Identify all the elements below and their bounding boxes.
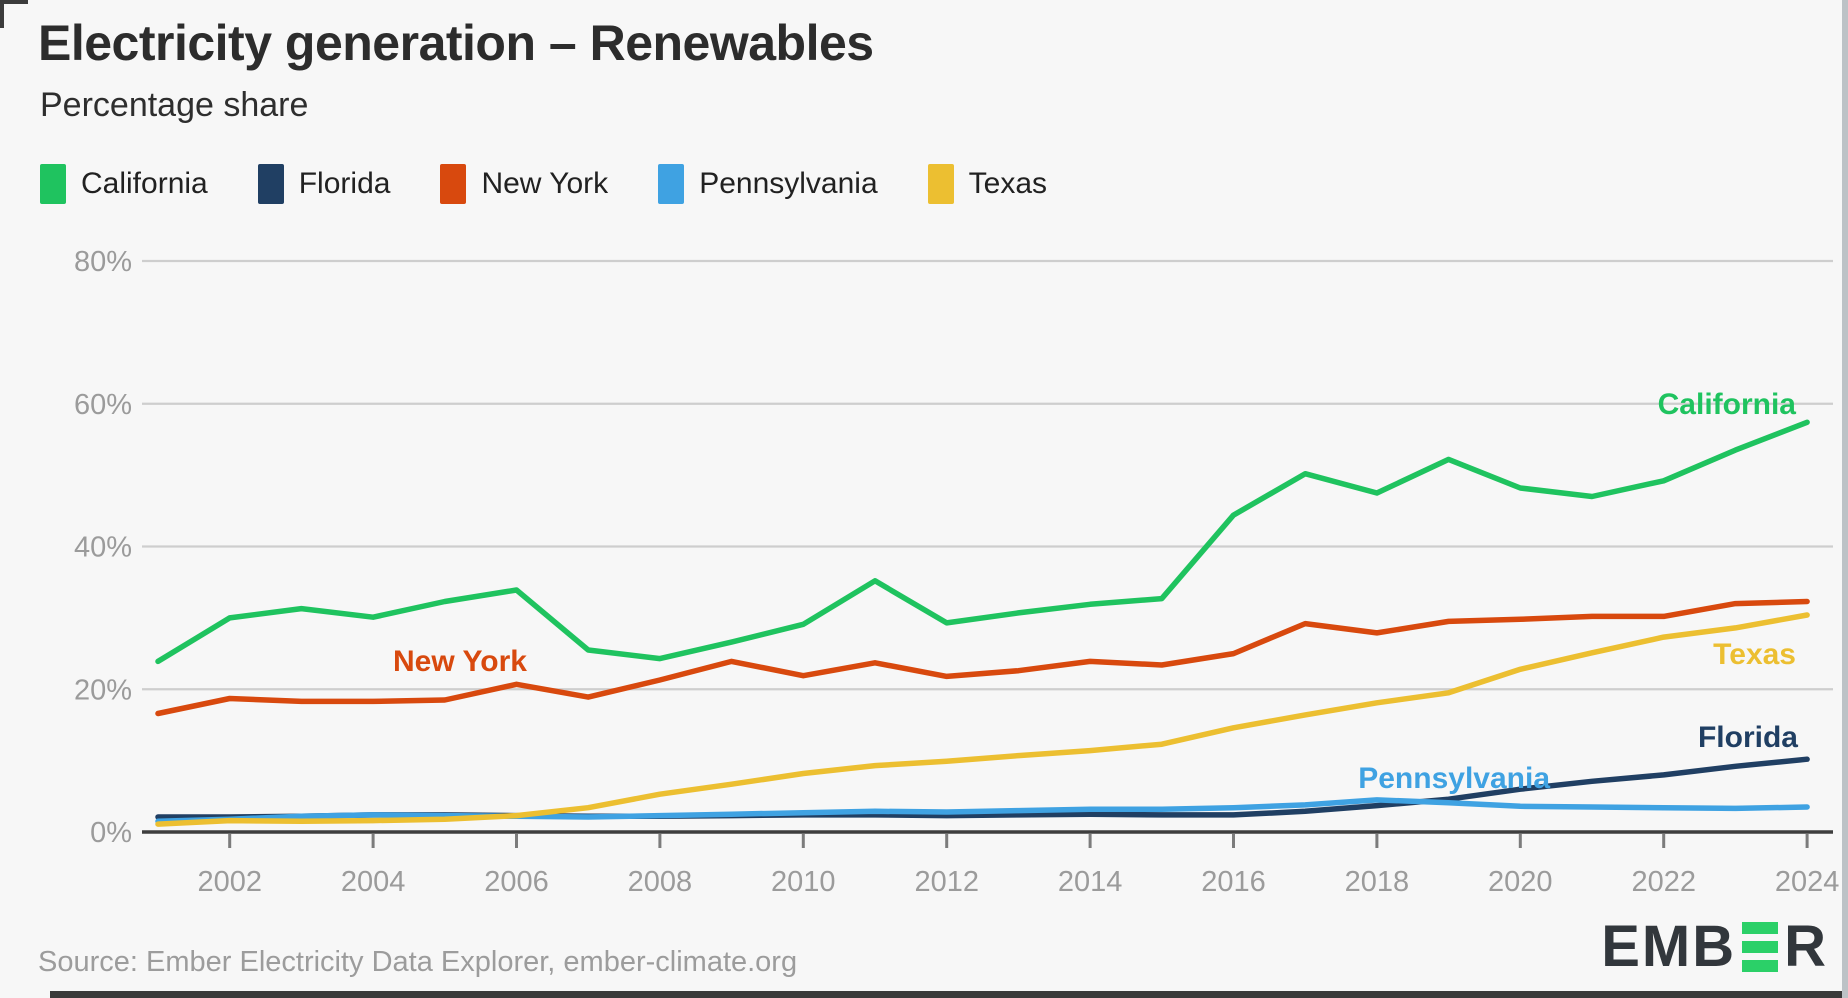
x-tick-label-2016: 2016 <box>1201 866 1266 898</box>
series-label-new-york: New York <box>393 645 527 678</box>
series-label-florida: Florida <box>1698 721 1798 754</box>
legend-label: Texas <box>968 167 1048 200</box>
legend-item-california[interactable]: California <box>40 164 208 204</box>
series-label-california: California <box>1658 388 1797 421</box>
x-tick-label-2024: 2024 <box>1775 866 1840 898</box>
y-tick-label-60: 60% <box>74 389 132 421</box>
california-swatch-icon <box>40 164 66 204</box>
series-line-new-york <box>155 598 1810 717</box>
florida-swatch-icon <box>257 164 284 204</box>
y-tick-label-80: 80% <box>74 246 132 278</box>
y-tick-label-0: 0% <box>90 817 132 849</box>
y-tick-label-20: 20% <box>74 674 132 706</box>
page-title: Electricity generation – Renewables <box>38 15 874 71</box>
ember-logo: EMB R <box>1601 916 1828 978</box>
right-edge-strip <box>1842 0 1848 998</box>
legend-item-texas[interactable]: Texas <box>927 164 1048 204</box>
x-tick-label-2002: 2002 <box>197 866 262 898</box>
new-york-swatch-icon <box>440 164 467 204</box>
legend-label: Florida <box>298 167 391 200</box>
series-line-california <box>155 419 1810 665</box>
legend-item-florida[interactable]: Florida <box>257 164 391 204</box>
bottom-edge-strip <box>50 991 1848 998</box>
legend: California Florida New York Pennsylvania… <box>40 164 1047 204</box>
series-label-pennsylvania: Pennsylvania <box>1358 762 1550 795</box>
x-tick-label-2014: 2014 <box>1058 866 1123 898</box>
top-left-corner-artifact <box>0 0 28 4</box>
x-tick-label-2018: 2018 <box>1345 866 1410 898</box>
series-line-texas <box>155 612 1810 827</box>
legend-item-new-york[interactable]: New York <box>440 164 608 204</box>
series-line-pennsylvania <box>155 797 1810 825</box>
legend-label: Pennsylvania <box>699 167 878 200</box>
y-tick-label-40: 40% <box>74 532 132 564</box>
legend-label: New York <box>481 167 609 200</box>
x-tick-label-2008: 2008 <box>628 866 693 898</box>
series-label-texas: Texas <box>1713 638 1796 671</box>
triple-bar-e-icon <box>1742 922 1779 972</box>
legend-label: California <box>81 167 208 200</box>
pennsylvania-swatch-icon <box>658 164 685 204</box>
x-tick-label-2022: 2022 <box>1631 866 1696 898</box>
x-tick-label-2020: 2020 <box>1488 866 1553 898</box>
texas-swatch-icon <box>927 164 954 204</box>
x-tick-label-2010: 2010 <box>771 866 836 898</box>
x-tick-label-2012: 2012 <box>914 866 979 898</box>
legend-item-pennsylvania[interactable]: Pennsylvania <box>658 164 878 204</box>
ember-logo-text-right: R <box>1784 914 1828 979</box>
x-tick-label-2006: 2006 <box>484 866 549 898</box>
chart-subtitle: Percentage share <box>40 86 309 124</box>
source-note: Source: Ember Electricity Data Explorer,… <box>38 946 798 978</box>
ember-logo-text-left: EMB <box>1601 914 1737 979</box>
x-tick-label-2004: 2004 <box>341 866 406 898</box>
top-left-corner-artifact <box>0 0 4 28</box>
